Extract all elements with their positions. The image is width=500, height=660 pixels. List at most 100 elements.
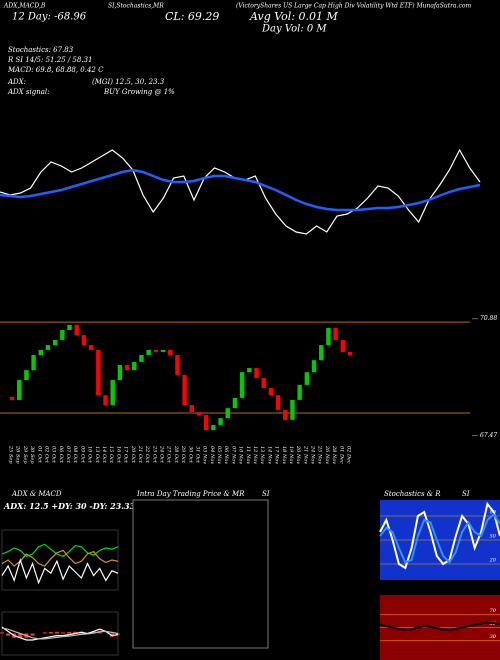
candle-body (16, 380, 22, 400)
y-tick-label: 50 (490, 534, 497, 540)
candle-body (146, 349, 151, 356)
header-text: ADX signal: (7, 88, 49, 96)
candle-body (297, 384, 302, 400)
panel-subtitle: ADX: 12.5 +DY: 30 -DY: 23.33 (3, 501, 136, 511)
panel-title: Stochastics & R (384, 490, 441, 498)
candle-body (60, 330, 65, 340)
x-tick-label: 03 Nov (202, 446, 208, 464)
line (379, 621, 500, 632)
x-tick-label: 16 Oct (115, 446, 121, 464)
candle-body (283, 409, 288, 420)
x-tick-label: 11 Nov (245, 446, 251, 464)
x-tick-label: 25 Sep (8, 445, 14, 464)
panel-title: Intra Day Trading Price & MR (136, 490, 245, 498)
header-text: R SI 14/5: 51.25 / 58.31 (7, 56, 92, 64)
x-tick-label: 14 Nov (266, 446, 272, 464)
line (1, 558, 119, 585)
x-tick-label: 30 Sep (29, 446, 35, 464)
x-tick-label: 07 Nov (230, 446, 236, 464)
x-tick-label: 21 Nov (302, 445, 308, 464)
histogram-bar (67, 631, 72, 634)
header-text: SI,Stochastics,MR (108, 3, 164, 10)
line (379, 512, 500, 565)
x-tick-label: 29 Oct (180, 445, 186, 464)
candle-body (290, 399, 295, 420)
candle-body (275, 395, 281, 410)
header-text: CL: 69.29 (165, 10, 219, 23)
header-text: Stochastics: 67.83 (8, 46, 74, 54)
x-tick-label: 01 Dec (338, 446, 344, 464)
x-tick-label: 04 Nov (209, 446, 215, 464)
y-tick-label: 70 (490, 608, 497, 614)
panel-title: ADX & MACD (11, 490, 62, 498)
x-tick-label: 24 Nov (310, 445, 316, 464)
x-tick-label: 02 Dec (346, 446, 352, 464)
line (1, 626, 119, 641)
candle-body (304, 372, 310, 385)
candle-body (38, 349, 43, 356)
histogram-bar (18, 633, 23, 638)
candle-body (254, 368, 259, 378)
x-tick-label: 18 Nov (281, 446, 287, 464)
x-tick-label: 13 Nov (259, 446, 265, 464)
y-tick-label: 30 (490, 634, 497, 640)
x-tick-label: 21 Oct (137, 445, 143, 464)
candle-body (81, 335, 87, 346)
header-text: (MGI) 12.5, 30, 23.3 (92, 78, 165, 86)
panel-subtitle: SI (262, 490, 270, 498)
x-tick-label: 08 Oct (72, 446, 78, 464)
x-tick-label: 19 Nov (288, 446, 294, 464)
x-tick-label: 17 Nov (274, 446, 280, 464)
candle-body (232, 397, 238, 409)
x-tick-label: 31 Oct (194, 446, 200, 464)
candle-body (31, 355, 36, 371)
candle-body (203, 415, 209, 431)
x-tick-label: 09 Oct (79, 446, 85, 464)
x-tick-label: 12 Nov (252, 446, 258, 464)
header-text: Day Vol: 0 M (261, 24, 327, 35)
candle-body (261, 378, 266, 388)
candle-body (103, 395, 108, 406)
candle-body (139, 355, 144, 362)
histogram-bar (30, 633, 35, 636)
candle-body (110, 380, 115, 406)
candle-body (132, 361, 137, 371)
header-text: 12 Day: -68.96 (12, 12, 87, 23)
candle-body (182, 374, 187, 406)
x-tick-label: 29 Sep (22, 445, 28, 464)
header-text: BUY Growing @ 1% (103, 88, 175, 96)
candle-body (247, 368, 252, 373)
x-tick-label: 27 Oct (166, 445, 172, 464)
line (0, 168, 481, 212)
candle-body (326, 327, 331, 346)
histogram-bar (42, 632, 47, 634)
candle-body (45, 345, 51, 350)
line (1, 627, 119, 640)
candle-body (175, 355, 180, 375)
x-tick-label: 25 Nov (317, 445, 323, 464)
candle-body (168, 349, 173, 356)
header-text: Avg Vol: 0.01 M (249, 10, 339, 23)
x-tick-label: 17 Oct (123, 446, 129, 464)
candle-body (88, 345, 94, 350)
line (1, 549, 119, 567)
candle-body (96, 349, 101, 396)
x-tick-label: 13 Oct (94, 446, 100, 464)
candle-body (333, 327, 338, 340)
x-tick-label: 06 Oct (58, 446, 64, 464)
candle-body (218, 418, 223, 425)
y-tick-label: 70.88 (480, 315, 497, 322)
candle-body (268, 387, 274, 396)
histogram-bar (116, 633, 120, 635)
header-text: ADX: (7, 78, 26, 86)
x-tick-label: 14 Oct (101, 446, 107, 464)
candle-body (311, 360, 317, 373)
panel-subtitle: SI (462, 490, 470, 498)
candle-body (211, 424, 216, 431)
header-text: ADX,MACD,B (3, 3, 46, 10)
x-tick-label: 28 Nov (331, 445, 337, 464)
x-tick-label: 01 Oct (36, 446, 42, 464)
histogram-bar (0, 632, 4, 634)
candle-body (24, 370, 29, 381)
